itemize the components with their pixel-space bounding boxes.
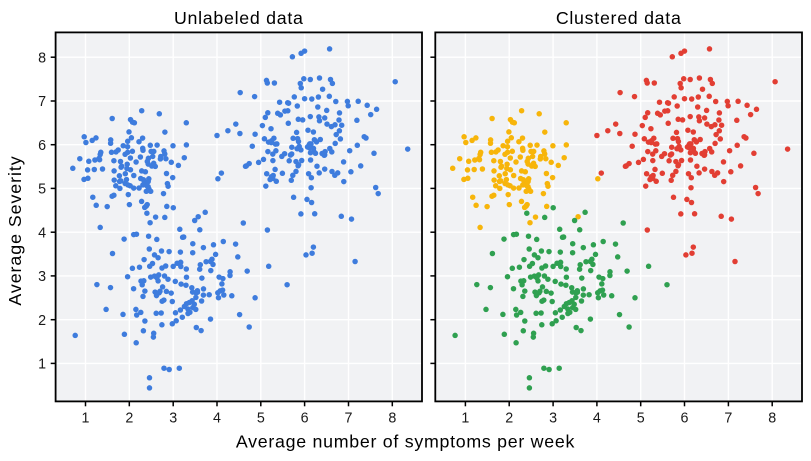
- svg-text:1: 1: [38, 357, 46, 373]
- svg-text:6: 6: [681, 410, 689, 426]
- svg-text:4: 4: [213, 410, 221, 426]
- svg-text:Average number of symptoms per: Average number of symptoms per week: [236, 432, 575, 452]
- svg-text:2: 2: [505, 410, 513, 426]
- svg-text:3: 3: [38, 269, 46, 285]
- svg-text:1: 1: [461, 410, 469, 426]
- svg-text:4: 4: [593, 410, 601, 426]
- svg-text:5: 5: [257, 410, 265, 426]
- svg-text:7: 7: [724, 410, 732, 426]
- svg-text:2: 2: [38, 313, 46, 329]
- svg-text:7: 7: [38, 94, 46, 110]
- svg-text:8: 8: [768, 410, 776, 426]
- svg-text:Clustered data: Clustered data: [556, 8, 682, 28]
- svg-text:6: 6: [38, 138, 46, 154]
- svg-text:6: 6: [301, 410, 309, 426]
- svg-text:7: 7: [345, 410, 353, 426]
- svg-text:1: 1: [82, 410, 90, 426]
- svg-text:Unlabeled data: Unlabeled data: [174, 8, 304, 28]
- svg-text:8: 8: [388, 410, 396, 426]
- svg-text:4: 4: [38, 225, 46, 241]
- svg-text:2: 2: [125, 410, 133, 426]
- svg-text:8: 8: [38, 50, 46, 66]
- svg-text:5: 5: [38, 182, 46, 198]
- svg-text:3: 3: [169, 410, 177, 426]
- svg-text:3: 3: [549, 410, 557, 426]
- svg-text:5: 5: [637, 410, 645, 426]
- svg-text:Average Severity: Average Severity: [5, 155, 25, 305]
